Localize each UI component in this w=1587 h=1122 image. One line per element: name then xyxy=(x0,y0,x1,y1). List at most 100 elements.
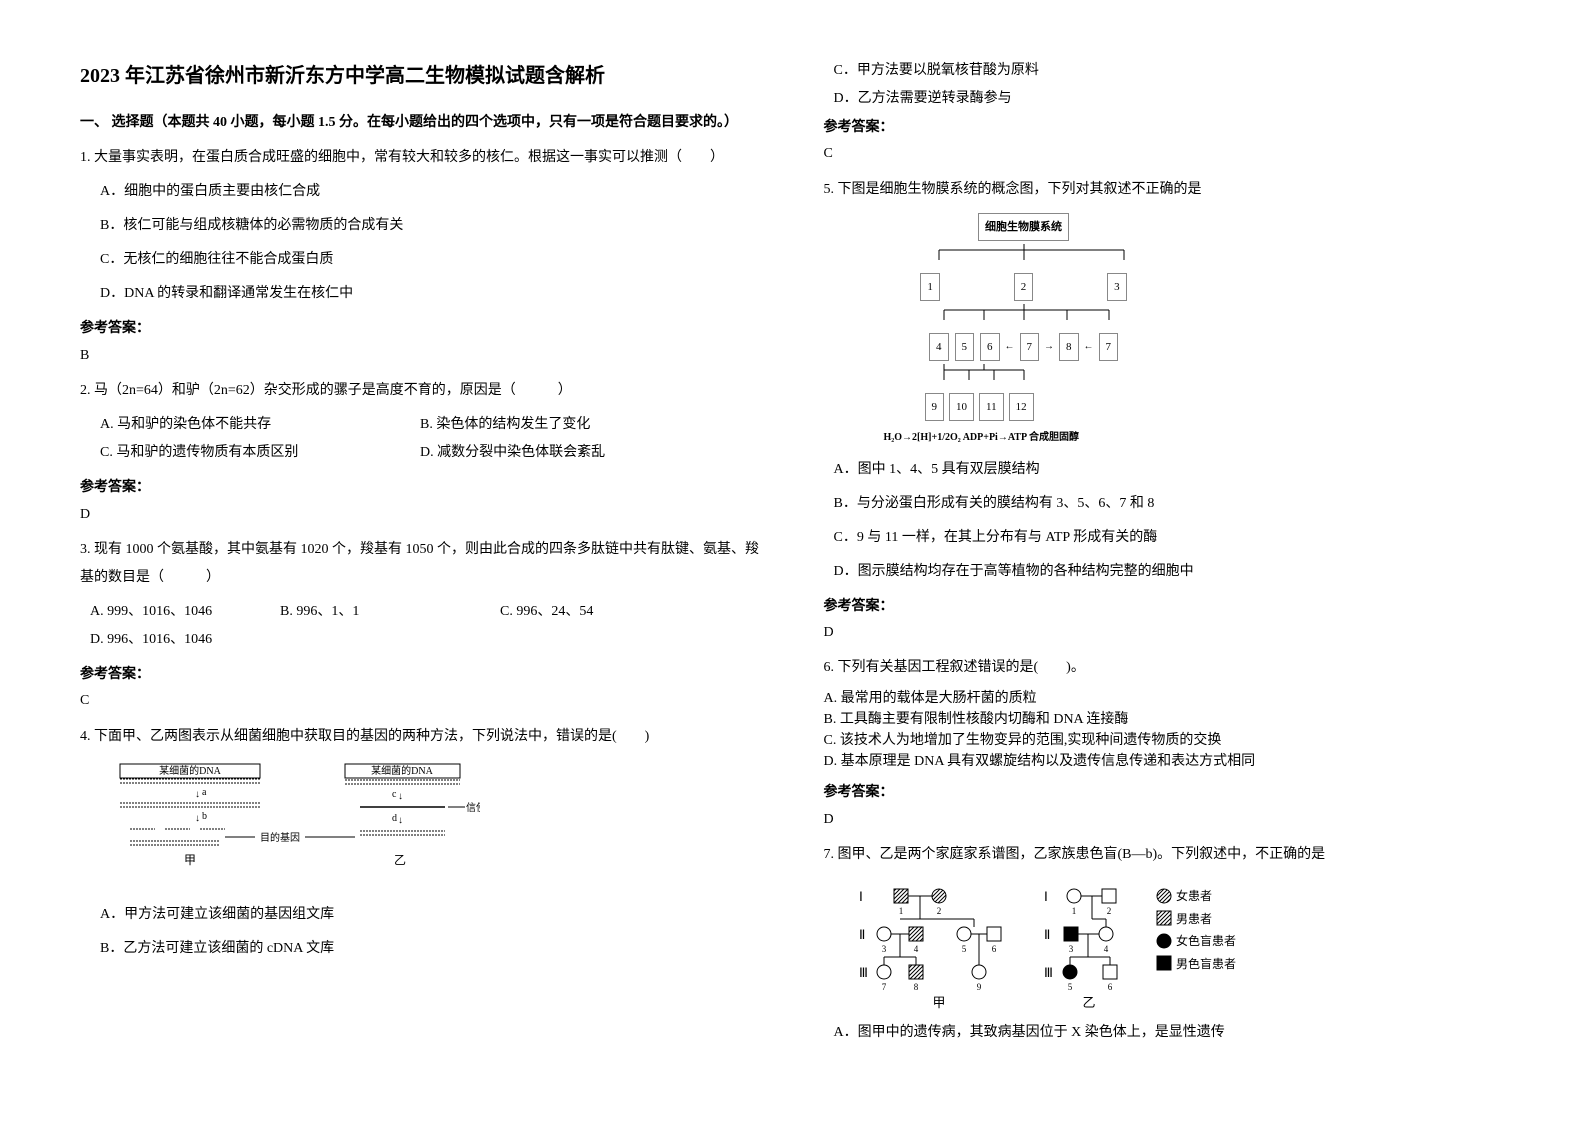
q4-label2: 某细菌的DNA xyxy=(371,764,433,777)
q5-n1: 1 xyxy=(920,273,940,301)
q7-leg1: 女患者 xyxy=(1176,888,1212,903)
svg-text:5: 5 xyxy=(961,944,966,954)
q4-text: 4. 下面甲、乙两图表示从细菌细胞中获取目的基因的两种方法，下列说法中，错误的是… xyxy=(80,723,764,751)
q5-optD: D．图示膜结构均存在于高等植物的各种结构完整的细胞中 xyxy=(834,558,1508,586)
q5-n10: 10 xyxy=(949,393,974,421)
q6-optD: D. 基本原理是 DNA 具有双螺旋结构以及遗传信息传递和表达方式相同 xyxy=(824,751,1508,772)
q3-optB: B. 996、1、1 xyxy=(280,598,460,626)
q5-n11: 11 xyxy=(979,393,1004,421)
q1-optA: A．细胞中的蛋白质主要由核仁合成 xyxy=(100,178,764,206)
q3-answer: C xyxy=(80,690,764,712)
q3-optD: D. 996、1016、1046 xyxy=(90,626,212,654)
q5-lines3 xyxy=(884,364,1164,382)
q1-answer: B xyxy=(80,345,764,367)
q5-optC: C．9 与 11 一样，在其上分布有与 ATP 形成有关的酶 xyxy=(834,524,1508,552)
svg-text:2: 2 xyxy=(1106,906,1111,916)
q6-optB: B. 工具酶主要有限制性核酸内切酶和 DNA 连接酶 xyxy=(824,709,1508,730)
q1-optB: B．核仁可能与组成核糖体的必需物质的合成有关 xyxy=(100,212,764,240)
q3-optA: A. 999、1016、1046 xyxy=(90,598,240,626)
svg-text:6: 6 xyxy=(991,944,996,954)
q5-n4: 4 xyxy=(929,333,949,361)
q1-answer-label: 参考答案： xyxy=(80,318,764,340)
left-column: 2023 年江苏省徐州市新沂东方中学高二生物模拟试题含解析 一、 选择题（本题共… xyxy=(80,60,764,1057)
svg-text:4: 4 xyxy=(913,944,918,954)
question-6: 6. 下列有关基因工程叙述错误的是( )。 A. 最常用的载体是大肠杆菌的质粒 … xyxy=(824,654,1508,772)
q7-svg: Ⅰ 1 2 Ⅱ 3 xyxy=(854,879,1294,1009)
q7-row3a: Ⅲ xyxy=(859,965,868,980)
page-container: 2023 年江苏省徐州市新沂东方中学高二生物模拟试题含解析 一、 选择题（本题共… xyxy=(80,60,1507,1057)
question-5: 5. 下图是细胞生物膜系统的概念图，下列对其叙述不正确的是 细胞生物膜系统 1 … xyxy=(824,176,1508,586)
q7-options: A．图甲中的遗传病，其致病基因位于 X 染色体上，是显性遗传 xyxy=(834,1019,1508,1047)
q7-row3b: Ⅲ xyxy=(1044,965,1053,980)
q4-answer: C xyxy=(824,143,1508,165)
right-column: C．甲方法要以脱氧核苷酸为原料 D．乙方法需要逆转录酶参与 参考答案： C 5.… xyxy=(824,60,1508,1057)
svg-text:8: 8 xyxy=(913,982,918,992)
q4-target: 目的基因 xyxy=(260,831,300,844)
q1-text: 1. 大量事实表明，在蛋白质合成旺盛的细胞中，常有较大和较多的核仁。根据这一事实… xyxy=(80,144,764,172)
q5-n6: 6 xyxy=(980,333,1000,361)
q4-optC: C．甲方法要以脱氧核苷酸为原料 xyxy=(834,60,1508,82)
q5-lines1 xyxy=(884,244,1164,262)
question-7: 7. 图甲、乙是两个家庭家系谱图，乙家族患色盲(B—b)。下列叙述中，不正确的是… xyxy=(824,841,1508,1047)
q2-optA: A. 马和驴的染色体不能共存 xyxy=(100,411,380,439)
q4-optA: A．甲方法可建立该细菌的基因组文库 xyxy=(100,901,764,929)
q5-optB: B．与分泌蛋白形成有关的膜结构有 3、5、6、7 和 8 xyxy=(834,490,1508,518)
q6-answer: D xyxy=(824,809,1508,831)
q5-n2: 2 xyxy=(1014,273,1034,301)
q5-n7: 7 xyxy=(1020,333,1040,361)
q7-row1a: Ⅰ xyxy=(859,889,863,904)
q7-leg2: 男患者 xyxy=(1176,912,1212,926)
document-title: 2023 年江苏省徐州市新沂东方中学高二生物模拟试题含解析 xyxy=(80,60,764,92)
q4-options: A．甲方法可建立该细菌的基因组文库 B．乙方法可建立该细菌的 cDNA 文库 xyxy=(100,901,764,963)
q4-stepC: c xyxy=(392,789,397,800)
q2-optB: B. 染色体的结构发生了变化 xyxy=(420,411,590,439)
q6-options: A. 最常用的载体是大肠杆菌的质粒 B. 工具酶主要有限制性核酸内切酶和 DNA… xyxy=(824,688,1508,772)
svg-text:4: 4 xyxy=(1103,944,1108,954)
svg-text:↓: ↓ xyxy=(398,791,403,802)
q4-rna: 信使RNA xyxy=(466,801,480,814)
q7-leg4: 男色盲患者 xyxy=(1176,956,1236,971)
q4-stepA: a xyxy=(202,787,207,798)
q3-text: 3. 现有 1000 个氨基酸，其中氨基有 1020 个，羧基有 1050 个，… xyxy=(80,536,764,592)
q2-options-row2: C. 马和驴的遗传物质有本质区别 D. 减数分裂中染色体联会紊乱 xyxy=(100,439,764,467)
q4-optD: D．乙方法需要逆转录酶参与 xyxy=(834,88,1508,110)
question-4: 4. 下面甲、乙两图表示从细菌细胞中获取目的基因的两种方法，下列说法中，错误的是… xyxy=(80,723,764,963)
question-3: 3. 现有 1000 个氨基酸，其中氨基有 1020 个，羧基有 1050 个，… xyxy=(80,536,764,654)
q4-answer-label: 参考答案： xyxy=(824,117,1508,139)
q5-root: 细胞生物膜系统 xyxy=(978,213,1069,241)
q5-n7b: 7 xyxy=(1099,333,1119,361)
q4-svg: 某细菌的DNA ↓ a ↓ b 目的基因 甲 xyxy=(100,759,480,889)
q2-optD: D. 减数分裂中染色体联会紊乱 xyxy=(420,439,605,467)
svg-text:9: 9 xyxy=(976,982,981,992)
section-header: 一、 选择题（本题共 40 小题，每小题 1.5 分。在每小题给出的四个选项中，… xyxy=(80,112,764,134)
q5-answer-label: 参考答案： xyxy=(824,596,1508,618)
q2-optC: C. 马和驴的遗传物质有本质区别 xyxy=(100,439,380,467)
q4-stepD: d xyxy=(392,813,397,824)
svg-text:3: 3 xyxy=(881,944,886,954)
q1-optC: C．无核仁的细胞往往不能合成蛋白质 xyxy=(100,246,764,274)
q4-yi: 乙 xyxy=(394,853,406,867)
q7-pedigree: Ⅰ 1 2 Ⅱ 3 xyxy=(854,879,1508,1009)
q2-answer: D xyxy=(80,504,764,526)
q5-n5: 5 xyxy=(955,333,975,361)
q5-lines2 xyxy=(884,304,1164,322)
svg-text:7: 7 xyxy=(881,982,886,992)
svg-text:2: 2 xyxy=(936,906,941,916)
q4-stepB: b xyxy=(202,811,207,822)
svg-text:↓: ↓ xyxy=(398,815,403,826)
q6-optC: C. 该技术人为地增加了生物变异的范围,实现种间遗传物质的交换 xyxy=(824,730,1508,751)
svg-text:↓: ↓ xyxy=(195,813,200,824)
q6-optA: A. 最常用的载体是大肠杆菌的质粒 xyxy=(824,688,1508,709)
q2-answer-label: 参考答案： xyxy=(80,477,764,499)
q2-options-row1: A. 马和驴的染色体不能共存 B. 染色体的结构发生了变化 xyxy=(100,411,764,439)
q5-n12: 12 xyxy=(1009,393,1034,421)
q1-optD: D．DNA 的转录和翻译通常发生在核仁中 xyxy=(100,280,764,308)
q5-n3: 3 xyxy=(1107,273,1127,301)
q4-options-cont: C．甲方法要以脱氧核苷酸为原料 D．乙方法需要逆转录酶参与 xyxy=(834,60,1508,111)
q6-answer-label: 参考答案： xyxy=(824,782,1508,804)
svg-text:3: 3 xyxy=(1068,944,1073,954)
question-2: 2. 马（2n=64）和驴（2n=62）杂交形成的骡子是高度不育的，原因是（ ）… xyxy=(80,377,764,467)
q1-options: A．细胞中的蛋白质主要由核仁合成 B．核仁可能与组成核糖体的必需物质的合成有关 … xyxy=(100,178,764,308)
svg-text:5: 5 xyxy=(1067,982,1072,992)
q4-jia: 甲 xyxy=(184,853,196,867)
